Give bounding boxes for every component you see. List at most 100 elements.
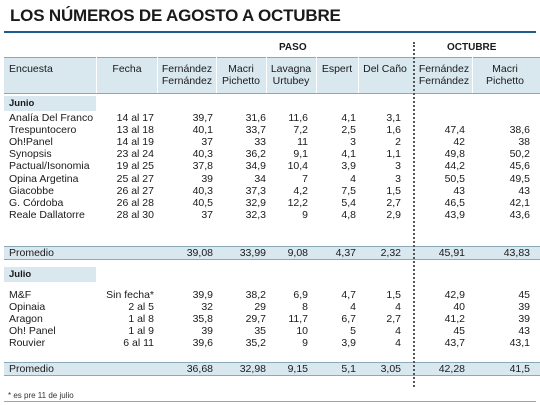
poll-value: 2,7 [386, 313, 401, 326]
pollster-name: Opinaia [9, 301, 46, 314]
table-row: Oh!Panel 14 al 19 37 33 11 3 2 42 38 [4, 136, 540, 148]
header-bottom-line [4, 93, 540, 94]
poll-value: 39,9 [192, 289, 213, 301]
poll-value: 32,9 [245, 196, 266, 209]
poll-value: 43 [518, 325, 530, 338]
header-top-line [4, 57, 540, 58]
col-divider [316, 57, 317, 93]
poll-value: 8 [302, 301, 308, 314]
col-divider [157, 57, 158, 93]
pollster-name: Analía Del Franco [9, 112, 94, 124]
poll-value: 38 [518, 136, 530, 149]
pollster-name: Giacobbe [9, 184, 54, 197]
pollster-name: Promedio [9, 363, 54, 375]
poll-date: 13 al 18 [116, 124, 154, 137]
poll-value: 1,6 [386, 124, 401, 137]
poll-value: 35 [254, 325, 266, 338]
section-header: Junio [4, 96, 96, 111]
poll-value: 2 [395, 136, 401, 149]
pollster-name: Promedio [9, 247, 54, 259]
poll-value: 31,6 [245, 112, 266, 124]
col-header-fernandez-octubre: Fernández Fernández [418, 63, 470, 87]
section-label: Junio [9, 98, 35, 109]
poll-value: 40,3 [192, 184, 213, 197]
poll-value: 43,1 [509, 337, 530, 350]
column-header-band [4, 57, 540, 93]
poll-value: 11 [297, 136, 308, 149]
poll-value: 3,05 [380, 363, 401, 375]
poll-value: 36,2 [245, 148, 266, 161]
poll-value: 2,9 [386, 208, 401, 221]
poll-value: 7,5 [341, 184, 356, 197]
poll-value: 5,1 [341, 363, 356, 375]
poll-date: 23 al 24 [116, 148, 154, 161]
poll-value: 3,9 [341, 337, 356, 350]
pollster-name: Aragon [9, 313, 43, 326]
poll-value: 29,7 [245, 313, 266, 326]
pollster-name: Synopsis [9, 148, 52, 161]
poll-value: 4,1 [341, 112, 356, 124]
table-row: G. Córdoba 26 al 28 40,5 32,9 12,2 5,4 2,7 46,5… [4, 197, 540, 209]
poll-value: 39,6 [192, 337, 213, 350]
poll-value: 9 [302, 208, 308, 221]
col-header-fecha: Fecha [112, 63, 142, 75]
poll-value: 49,8 [444, 148, 465, 161]
poll-value: 11,7 [288, 313, 308, 326]
poll-value: 39 [518, 301, 530, 314]
table-row: Aragon 1 al 8 35,8 29,7 11,7 6,7 2,7 41,2 39 [4, 313, 540, 325]
table-row: Analía Del Franco 14 al 17 39,7 31,6 11,6 4,1… [4, 112, 540, 124]
poll-value: 5,4 [341, 196, 356, 209]
page-title: LOS NÚMEROS DE AGOSTO A OCTUBRE [10, 6, 341, 25]
poll-date: 1 al 8 [128, 313, 154, 326]
poll-value: 9,15 [287, 363, 308, 375]
average-row: Promedio 39,08 33,99 9,08 4,37 2,32 45,91 43,83 [4, 246, 540, 260]
poll-value: 41,5 [509, 363, 530, 375]
table-row: Oh! Panel 1 al 9 39 35 10 5 4 45 43 [4, 325, 540, 337]
poll-value: 4 [350, 172, 356, 185]
poll-value: 2,32 [380, 247, 401, 259]
poll-value: 37 [201, 136, 213, 149]
poll-value: 6,9 [293, 289, 308, 301]
paso-octubre-divider [413, 42, 415, 387]
table-row: Reale Dallatorre 28 al 30 37 32,3 9 4,8 2,9 43,… [4, 209, 540, 221]
poll-value: 35,8 [192, 313, 213, 326]
table-row: M&F Sin fecha* 39,9 38,2 6,9 4,7 1,5 42,9 45 [4, 289, 540, 301]
poll-value: 45,6 [509, 160, 530, 173]
poll-value: 33,99 [239, 247, 266, 259]
poll-value: 33 [254, 136, 266, 149]
poll-value: 42,28 [438, 363, 465, 375]
group-octubre-label: OCTUBRE [447, 42, 497, 53]
table-row: Opinaia 2 al 5 32 29 8 4 4 40 39 [4, 301, 540, 313]
poll-value: 44,2 [444, 160, 465, 173]
poll-date: 28 al 30 [116, 208, 154, 221]
poll-value: 3,9 [341, 160, 356, 173]
col-divider [96, 57, 97, 93]
poll-value: 9 [302, 337, 308, 350]
poll-value: 10 [296, 325, 308, 338]
poll-value: 37,3 [245, 184, 266, 197]
table-row: Synopsis 23 al 24 40,3 36,2 9,1 4,1 1,1 49,8 50,… [4, 148, 540, 160]
poll-value: 39 [518, 313, 530, 326]
pollster-name: Pactual/Isonomia [9, 160, 90, 173]
poll-value: 50,5 [444, 172, 465, 185]
poll-value: 40,1 [192, 124, 213, 137]
col-header-fernandez-paso: Fernández Fernández [161, 63, 213, 87]
pollster-name: Oh!Panel [9, 136, 53, 149]
table-row: Rouvier 6 al 11 39,6 35,2 9 3,9 4 43,7 43,1 [4, 337, 540, 349]
pollster-name: Reale Dallatorre [9, 208, 85, 221]
average-row: Promedio 36,68 32,98 9,15 5,1 3,05 42,28 41,5 [4, 362, 540, 376]
poll-value: 50,2 [509, 148, 530, 161]
poll-value: 43,7 [444, 337, 465, 350]
poll-value: 42 [453, 136, 465, 149]
poll-value: 40 [453, 301, 465, 314]
table-row: Pactual/Isonomia 19 al 25 37,8 34,9 10,4 3,9 3… [4, 160, 540, 172]
poll-value: 49,5 [509, 172, 530, 185]
poll-date: 1 al 9 [128, 325, 154, 338]
poll-value: 39 [201, 325, 213, 338]
group-paso-label: PASO [279, 42, 307, 53]
poll-value: 3 [395, 160, 401, 173]
poll-value: 33,7 [245, 124, 266, 137]
table-row: Giacobbe 26 al 27 40,3 37,3 4,2 7,5 1,5 43 43 [4, 185, 540, 197]
poll-date: 26 al 27 [116, 184, 154, 197]
poll-value: 43,6 [509, 208, 530, 221]
